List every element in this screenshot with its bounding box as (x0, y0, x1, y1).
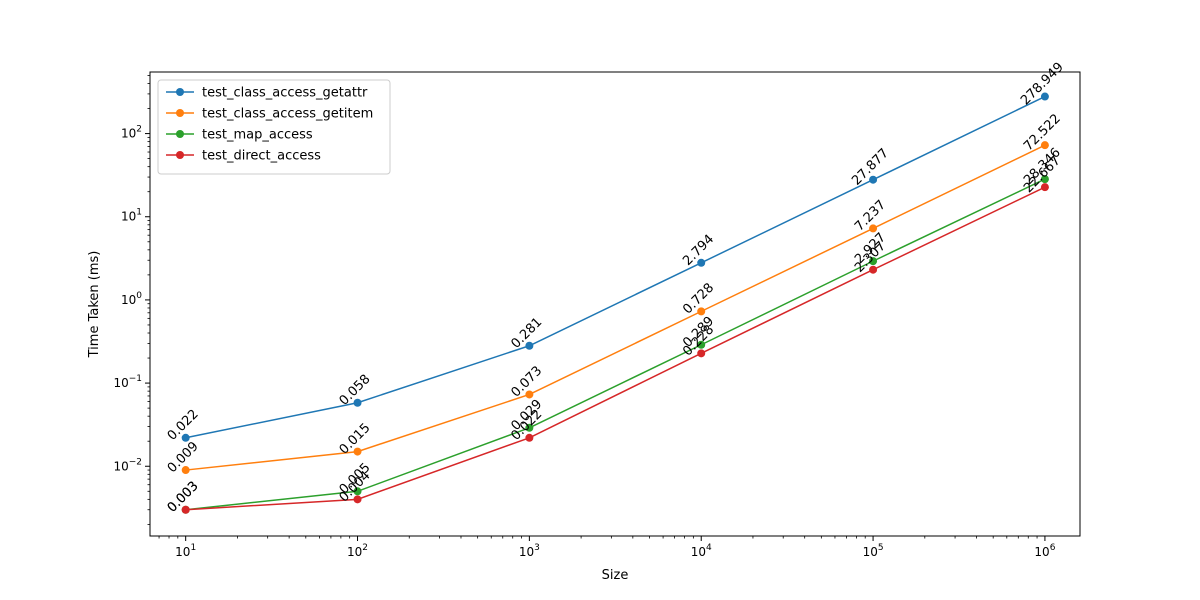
x-tick-label: 105 (863, 543, 884, 559)
y-tick-label: 101 (121, 208, 142, 224)
x-tick-label: 103 (519, 543, 540, 559)
chart-data-layer (181, 92, 1049, 514)
legend-label: test_class_access_getattr (202, 86, 368, 101)
legend-marker (176, 151, 184, 159)
data-point (697, 340, 706, 349)
series-test_map_access (181, 175, 1049, 514)
data-point (869, 175, 878, 184)
data-point (697, 258, 706, 267)
data-point (181, 505, 190, 514)
legend-marker (176, 130, 184, 138)
x-tick-label: 101 (175, 543, 196, 559)
data-point (1040, 92, 1049, 101)
data-point (525, 433, 534, 442)
legend-label: test_class_access_getitem (202, 107, 373, 122)
y-tick-label: 100 (121, 291, 142, 307)
series-line (185, 144, 1046, 471)
series-line (185, 178, 1046, 511)
legend-label: test_map_access (202, 128, 313, 143)
data-point (353, 398, 362, 407)
data-point (525, 341, 534, 350)
y-tick-label: 10−1 (113, 374, 142, 390)
data-point (1040, 183, 1049, 192)
data-point (353, 487, 362, 496)
data-point (1040, 141, 1049, 150)
legend-item: test_class_access_getitem (166, 107, 373, 122)
x-tick-label: 106 (1034, 543, 1055, 559)
data-point (697, 307, 706, 316)
data-point (697, 349, 706, 358)
series-test_class_access_getattr (181, 92, 1049, 442)
series-test_class_access_getitem (181, 141, 1049, 475)
data-point (353, 495, 362, 504)
data-point (1040, 175, 1049, 184)
legend-label: test_direct_access (202, 149, 321, 164)
series-line (185, 95, 1046, 439)
x-tick-label: 104 (691, 543, 712, 559)
legend: test_class_access_getattr test_class_acce… (157, 79, 391, 175)
data-label: 278.949 (1018, 60, 1067, 109)
y-axis-label: Time Taken (ms) (87, 251, 102, 359)
x-tick-label: 102 (347, 543, 368, 559)
data-point (869, 224, 878, 233)
data-point (181, 433, 190, 442)
x-axis-label: Size (602, 568, 629, 583)
y-tick-label: 102 (121, 125, 142, 141)
axis-layer: 101 102 103 104 105 106 10−2 10−1 100 101 102 (113, 75, 1056, 559)
legend-box (157, 79, 391, 175)
data-point (525, 423, 534, 432)
legend-marker (176, 88, 184, 96)
data-point (525, 390, 534, 399)
y-tick-label: 10−2 (113, 457, 142, 473)
series-test_direct_access (181, 183, 1049, 514)
legend-marker (176, 109, 184, 117)
data-point (869, 265, 878, 274)
data-point (353, 447, 362, 456)
data-point (181, 466, 190, 475)
series-line (185, 186, 1046, 511)
legend-item: test_map_access (166, 128, 313, 143)
legend-item: test_class_access_getattr (166, 86, 368, 101)
legend-item: test_direct_access (166, 149, 321, 164)
data-point (869, 257, 878, 266)
